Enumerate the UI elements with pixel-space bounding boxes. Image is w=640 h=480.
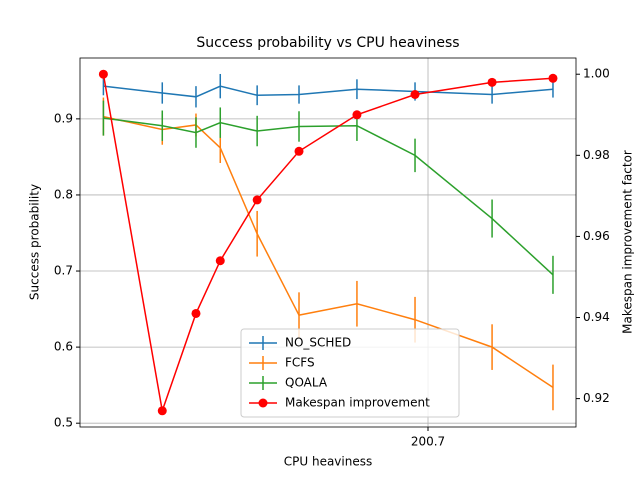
y2-tick-label: 0.96 [583,229,610,243]
legend-box [240,328,460,418]
y2-tick-label: 1.00 [583,67,610,81]
y-tick-label: 0.6 [54,340,73,354]
plot-frame [79,57,577,428]
point [191,308,201,318]
y-tick-label: 0.5 [54,416,73,430]
legend-label: QOALA [285,376,328,390]
y2-tick-label: 0.94 [583,310,610,324]
legend-swatch [258,398,268,408]
y2-axis-label: Makespan improvement factor [621,150,635,334]
y-tick-label: 0.8 [54,187,73,201]
y-tick-label: 0.7 [54,264,73,278]
series-line [103,117,554,276]
point [487,77,497,87]
legend-label: NO_SCHED [285,336,351,350]
legend-label: FCFS [285,356,315,370]
legend-label: Makespan improvement [285,396,430,410]
point [294,146,304,156]
y-axis-label: Success probability [28,184,42,300]
y2-tick-label: 0.98 [583,148,610,162]
x-tick-label: 200.7 [411,435,445,449]
point [352,110,362,120]
point [410,89,420,99]
point [157,406,167,416]
x-axis-label: CPU heaviness [284,455,372,469]
point [215,256,225,266]
point [98,69,108,79]
y-tick-label: 0.9 [54,111,73,125]
series-line [102,74,554,414]
y2-tick-label: 0.92 [583,391,610,405]
chart-title: Success probability vs CPU heaviness [196,35,459,51]
series-line [103,85,554,98]
point [548,73,558,83]
point [252,195,262,205]
